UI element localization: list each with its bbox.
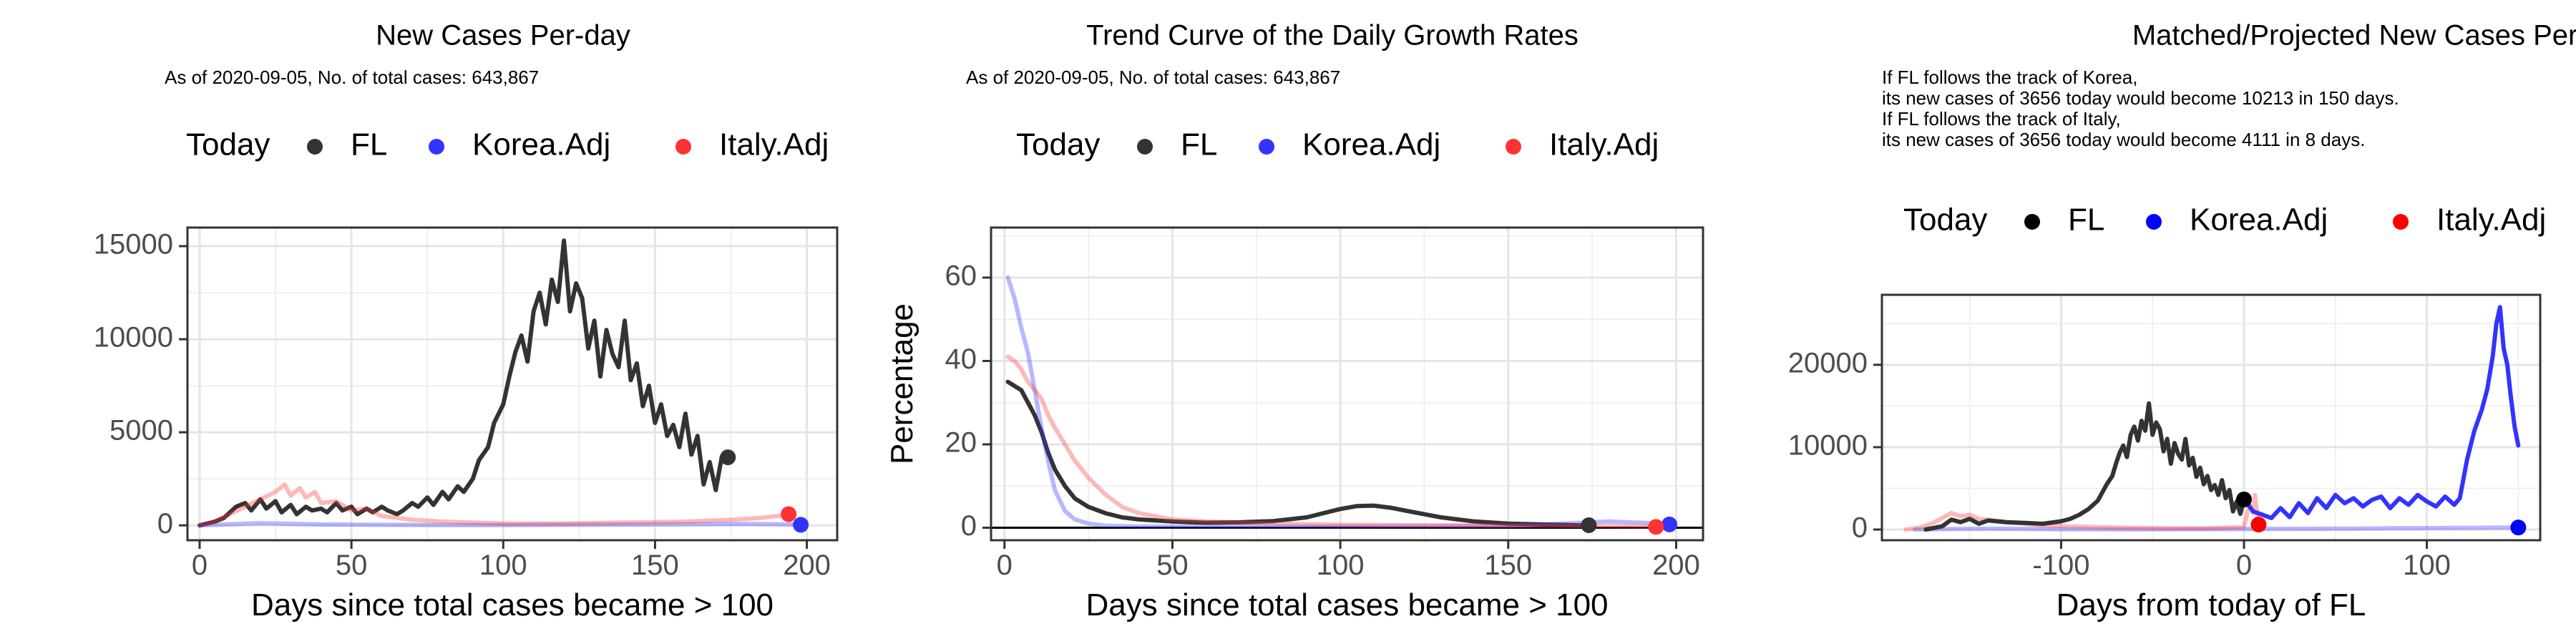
- legend-label: Italy.Adj: [719, 127, 829, 162]
- legend-marker-italy-adj: [2393, 214, 2409, 230]
- plot-border: [1880, 293, 2542, 542]
- legend-label: Korea.Adj: [472, 127, 610, 162]
- y-tick-label: 5000: [109, 415, 173, 447]
- plot-panel: [187, 228, 837, 540]
- x-axis-title: Days since total cases became > 100: [251, 587, 774, 623]
- series-group: [197, 238, 804, 528]
- y-tick-label: 20: [945, 427, 977, 459]
- today-point-korea-adj: [2510, 519, 2527, 536]
- today-point-italy-adj: [2250, 517, 2267, 533]
- y-tick-label: 40: [945, 343, 977, 375]
- legend-marker-italy-adj: [675, 139, 691, 155]
- series-group: [1903, 305, 2524, 532]
- y-tick-label: 0: [1852, 512, 1868, 544]
- legend-marker-fl: [1137, 139, 1153, 155]
- legend-label: FL: [351, 127, 387, 162]
- x-tick-label: 200: [783, 550, 831, 581]
- y-tick-label: 0: [961, 510, 977, 542]
- series-line-korea-adj: [197, 521, 804, 528]
- chart-title: New Cases Per-day: [376, 20, 630, 52]
- legend-title: Today: [1903, 203, 1987, 238]
- legend-label: Italy.Adj: [1549, 127, 1659, 162]
- plot-border: [990, 226, 1704, 542]
- today-point-korea-adj: [1662, 516, 1678, 532]
- x-tick-label: 200: [1652, 550, 1700, 581]
- legend-marker-korea-adj: [429, 139, 444, 155]
- legend-marker-fl: [2024, 214, 2040, 230]
- plot-panel: [1882, 295, 2540, 540]
- x-tick-label: 0: [2236, 550, 2252, 581]
- legend: Today FL Korea.Adj Italy.Adj: [186, 127, 829, 162]
- y-tick-label: 10000: [94, 322, 173, 353]
- x-axis-title: Days since total cases became > 100: [1085, 587, 1608, 623]
- chart-2: Trend Curve of the Daily Growth Rates As …: [884, 20, 1704, 623]
- y-tick-label: 0: [157, 508, 173, 540]
- legend-label: Korea.Adj: [2190, 203, 2328, 238]
- today-point-fl: [1581, 517, 1597, 534]
- series-line-italy-adj: [1005, 354, 1659, 529]
- today-point-italy-adj: [781, 506, 797, 522]
- series-line-korea-adj-matched-: [1913, 525, 2524, 532]
- chart-title: Trend Curve of the Daily Growth Rates: [1086, 20, 1579, 52]
- series-line-fl: [197, 238, 731, 528]
- legend: Today FL Korea.Adj Italy.Adj: [1016, 127, 1659, 162]
- today-point-fl: [2236, 491, 2252, 507]
- y-tick-label: 60: [945, 260, 977, 291]
- y-tick-label: 20000: [1788, 347, 1868, 379]
- x-tick-label: 100: [479, 550, 527, 581]
- y-tick-label: 15000: [94, 229, 173, 260]
- legend-marker-korea-adj: [1259, 139, 1274, 155]
- x-tick-label: 0: [192, 550, 208, 581]
- legend-label: FL: [1181, 127, 1217, 162]
- x-axis-title: Days from today of FL: [2057, 587, 2366, 623]
- chart-title: Matched/Projected New Cases Per-day: [2132, 20, 2576, 52]
- y-axis-title: Percentage: [884, 303, 919, 464]
- legend-marker-korea-adj: [2146, 214, 2162, 230]
- plot-border: [186, 226, 839, 542]
- chart-subtitle: As of 2020-09-05, No. of total cases: 64…: [165, 67, 539, 88]
- x-tick-label: 100: [1317, 550, 1365, 581]
- x-tick-label: -100: [2032, 550, 2089, 581]
- legend-marker-fl: [307, 139, 323, 155]
- legend: Today FL Korea.Adj Italy.Adj: [1903, 203, 2546, 238]
- today-point-fl: [720, 449, 736, 466]
- series-line-korea-adj: [1005, 275, 1672, 529]
- y-tick-label: 10000: [1788, 429, 1868, 461]
- plot-panel: [991, 228, 1703, 540]
- x-tick-label: 50: [336, 550, 368, 581]
- series-line-fl: [1923, 401, 2246, 532]
- legend-title: Today: [1016, 127, 1100, 162]
- x-tick-label: 150: [631, 550, 679, 581]
- series-line-fl: [1005, 379, 1595, 528]
- legend-marker-italy-adj: [1506, 139, 1521, 155]
- today-point-korea-adj: [793, 517, 809, 533]
- chart-subtitle: If FL follows the track of Korea,: [1882, 67, 2137, 88]
- chart-subtitle: If FL follows the track of Italy,: [1882, 108, 2121, 130]
- x-tick-label: 100: [2403, 550, 2451, 581]
- x-tick-label: 50: [1156, 550, 1189, 581]
- legend-title: Today: [186, 127, 270, 162]
- chart-subtitle: its new cases of 3656 today would become…: [1882, 129, 2365, 150]
- series-line-korea-adj-projected-: [2242, 305, 2521, 520]
- series-line-italy-adj: [197, 482, 791, 528]
- legend-label: Korea.Adj: [1302, 127, 1440, 162]
- today-point-italy-adj: [1648, 519, 1664, 535]
- x-tick-label: 0: [997, 550, 1013, 581]
- legend-label: Italy.Adj: [2436, 203, 2546, 238]
- chart-subtitle: As of 2020-09-05, No. of total cases: 64…: [966, 67, 1340, 88]
- series-group: [1005, 275, 1672, 529]
- chart-subtitle: its new cases of 3656 today would become…: [1882, 87, 2399, 109]
- chart-3: Matched/Projected New Cases Per-day If FL…: [1788, 20, 2576, 623]
- chart-1: New Cases Per-day As of 2020-09-05, No. o…: [94, 20, 839, 623]
- x-tick-label: 150: [1484, 550, 1532, 581]
- legend-label: FL: [2068, 203, 2104, 238]
